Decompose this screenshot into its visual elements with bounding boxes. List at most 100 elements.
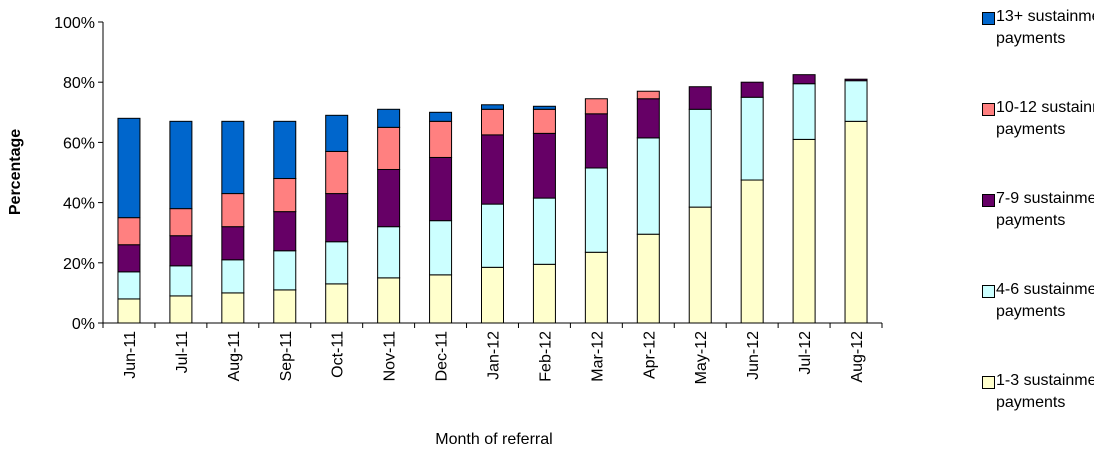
bar-segment [740, 81, 764, 98]
bar-segment [532, 108, 556, 134]
bar-segment [221, 193, 245, 228]
bar-segment [273, 178, 297, 213]
legend-label: 1-3 sustainment payments [996, 372, 1094, 411]
x-tick-label: Jun-12 [745, 331, 762, 380]
x-tick-label: Dec-11 [434, 331, 451, 381]
y-tick-label: 80% [63, 75, 95, 92]
legend-label: 10-12 sustainment payments [996, 99, 1094, 138]
bar-segment [273, 250, 297, 291]
bar-segment [325, 150, 349, 195]
x-tick-label: Jun-11 [122, 331, 139, 379]
bar-segment [325, 283, 349, 324]
legend-label: 7-9 sustainment payments [996, 190, 1094, 229]
bar-segment [429, 220, 453, 276]
y-tick-label: 100% [54, 15, 95, 32]
bar-segment [532, 105, 556, 110]
bar-segment [792, 138, 816, 324]
bar-segment [584, 167, 608, 253]
bar-segment [584, 251, 608, 324]
bar-segment [117, 298, 141, 324]
legend-swatch [982, 12, 995, 25]
bar-segment [325, 193, 349, 243]
legend-label: 4-6 sustainment payments [996, 281, 1094, 320]
bar-segment [636, 137, 660, 235]
bar-segment [169, 295, 193, 324]
bar-segment [377, 108, 401, 128]
y-tick-label: 40% [63, 196, 95, 213]
bar-segment [169, 265, 193, 297]
y-axis-label: Percentage [7, 129, 24, 215]
bar-segment [481, 203, 504, 268]
x-axis-label: Month of referral [435, 431, 552, 448]
x-tick-label: Mar-12 [589, 331, 606, 382]
x-tick-label: Aug-11 [226, 331, 243, 382]
x-tick-label: Jan-12 [486, 331, 503, 380]
bar-segment [844, 120, 868, 324]
bar-segment [792, 74, 816, 85]
bar-segment [481, 266, 504, 324]
bar-segment [221, 226, 245, 261]
bar-segment [221, 259, 245, 294]
bar-segment [325, 114, 349, 152]
bar-segment [688, 86, 712, 110]
bar-segment [377, 226, 401, 279]
bar-segment [636, 90, 660, 100]
bar-segment [740, 179, 764, 324]
bar-segment [429, 274, 453, 324]
legend-swatch [982, 285, 995, 298]
bar-segment [273, 211, 297, 252]
bar-segment [429, 111, 453, 122]
x-tick-label: Sep-11 [278, 331, 295, 382]
bar-segment [688, 108, 712, 208]
bar-segment [117, 244, 141, 273]
bar-segment [377, 277, 401, 324]
bar-segment [688, 206, 712, 324]
legend-swatch [982, 103, 995, 116]
bar-segment [169, 120, 193, 210]
bar-segment [221, 292, 245, 324]
legend-swatch [982, 194, 995, 207]
x-tick-label: May-12 [693, 331, 710, 384]
x-tick-label: Jul-12 [797, 331, 814, 375]
bar-segment [844, 80, 868, 122]
bar-segment [169, 235, 193, 267]
bar-segment [636, 98, 660, 139]
bar-segment [584, 113, 608, 169]
x-tick-label: Aug-12 [849, 331, 866, 383]
bar-segment [584, 98, 608, 115]
y-tick-label: 0% [72, 316, 95, 333]
bar-segment [429, 156, 453, 222]
legend-label: 13+ sustainment payments [996, 8, 1094, 47]
bar-segment [377, 126, 401, 170]
bar-segment [481, 108, 504, 136]
bar-segment [221, 120, 245, 195]
bar-segment [117, 217, 141, 246]
x-tick-label: Nov-11 [382, 331, 399, 381]
legend-swatch [982, 376, 995, 389]
bar-segment [273, 120, 297, 180]
bar-segment [481, 104, 504, 110]
bar-segment [117, 117, 141, 219]
bar-segment [377, 168, 401, 228]
bar-segment [532, 263, 556, 324]
x-tick-label: Oct-11 [330, 331, 347, 378]
bar-segment [169, 208, 193, 237]
x-tick-label: Jul-11 [174, 331, 191, 373]
bar-segment [844, 78, 868, 82]
bar-segment [532, 132, 556, 199]
bar-segment [481, 134, 504, 205]
bar-segment [117, 271, 141, 300]
bar-segment [636, 233, 660, 324]
x-tick-label: Feb-12 [537, 331, 554, 382]
bar-segment [273, 289, 297, 324]
bar-segment [532, 197, 556, 265]
bar-segment [792, 83, 816, 140]
y-tick-label: 20% [63, 256, 95, 273]
bar-segment [740, 96, 764, 181]
bar-segment [429, 120, 453, 158]
x-tick-label: Apr-12 [641, 331, 658, 379]
bar-segment [325, 241, 349, 285]
y-tick-label: 60% [63, 135, 95, 152]
